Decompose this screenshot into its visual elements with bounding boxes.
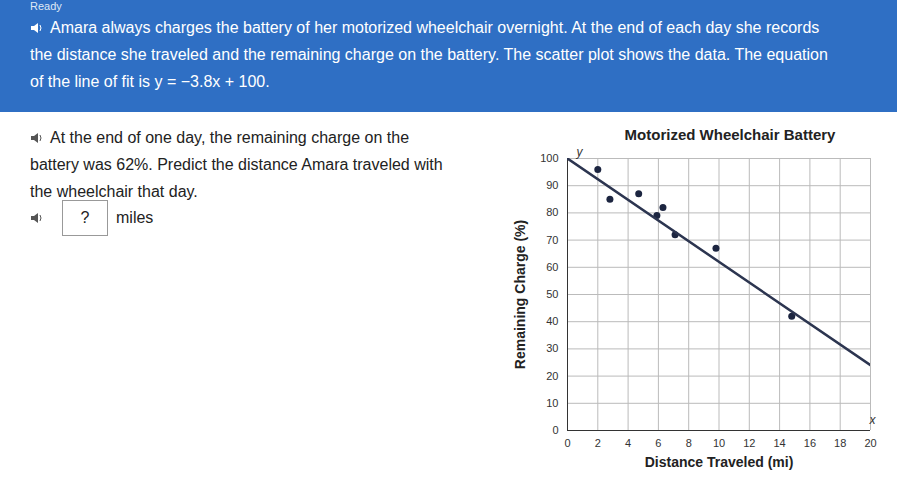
svg-text:10: 10 xyxy=(546,397,558,409)
svg-text:x: x xyxy=(869,413,877,427)
svg-text:6: 6 xyxy=(655,437,661,449)
svg-text:0: 0 xyxy=(552,424,558,436)
svg-text:18: 18 xyxy=(834,437,846,449)
svg-text:y: y xyxy=(576,145,584,159)
svg-text:40: 40 xyxy=(546,315,558,327)
html-text:Amara always charges the batte: Amara always charges the battery of her … xyxy=(30,19,828,90)
svg-text:16: 16 xyxy=(804,437,816,449)
svg-text:0: 0 xyxy=(564,437,570,449)
svg-text:70: 70 xyxy=(546,234,558,246)
html-text:miles: miles xyxy=(116,209,154,226)
svg-text:90: 90 xyxy=(546,179,558,191)
svg-text:Distance Traveled (mi): Distance Traveled (mi) xyxy=(645,454,794,470)
svg-text:80: 80 xyxy=(546,206,558,218)
svg-text:20: 20 xyxy=(864,437,876,449)
svg-text:Remaining Charge (%): Remaining Charge (%) xyxy=(512,220,528,369)
svg-text:100: 100 xyxy=(540,152,558,164)
svg-text:10: 10 xyxy=(713,437,725,449)
html-text:Motorized Wheelchair Battery: Motorized Wheelchair Battery xyxy=(624,126,836,143)
svg-text:12: 12 xyxy=(743,437,755,449)
svg-text:50: 50 xyxy=(546,288,558,300)
html-text:Ready: Ready xyxy=(30,0,62,12)
svg-text:4: 4 xyxy=(625,437,631,449)
svg-text:14: 14 xyxy=(773,437,785,449)
svg-text:60: 60 xyxy=(546,261,558,273)
html-text:At the end of one day, the rem: At the end of one day, the remaining cha… xyxy=(30,129,443,200)
svg-text:30: 30 xyxy=(546,342,558,354)
svg-text:2: 2 xyxy=(595,437,601,449)
svg-text:8: 8 xyxy=(686,437,692,449)
svg-text:20: 20 xyxy=(546,370,558,382)
